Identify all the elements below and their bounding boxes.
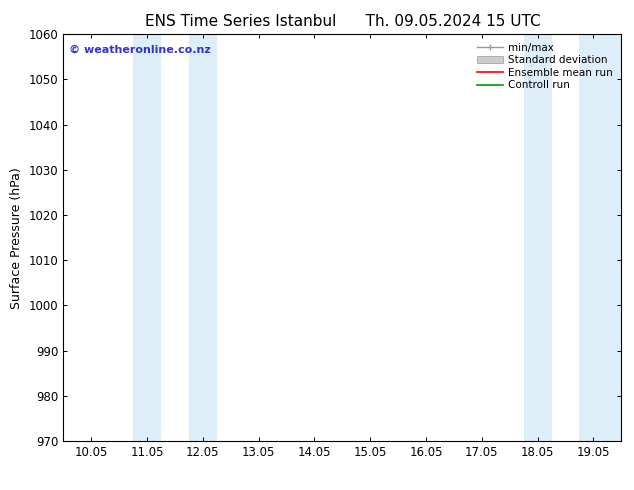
Bar [524, 34, 552, 441]
Bar [189, 34, 217, 441]
Text: © weatheronline.co.nz: © weatheronline.co.nz [69, 45, 210, 54]
Title: ENS Time Series Istanbul      Th. 09.05.2024 15 UTC: ENS Time Series Istanbul Th. 09.05.2024 … [145, 14, 540, 29]
Y-axis label: Surface Pressure (hPa): Surface Pressure (hPa) [10, 167, 23, 309]
Bar [133, 34, 161, 441]
Legend: min/max, Standard deviation, Ensemble mean run, Controll run: min/max, Standard deviation, Ensemble me… [474, 40, 616, 94]
Bar [579, 34, 621, 441]
